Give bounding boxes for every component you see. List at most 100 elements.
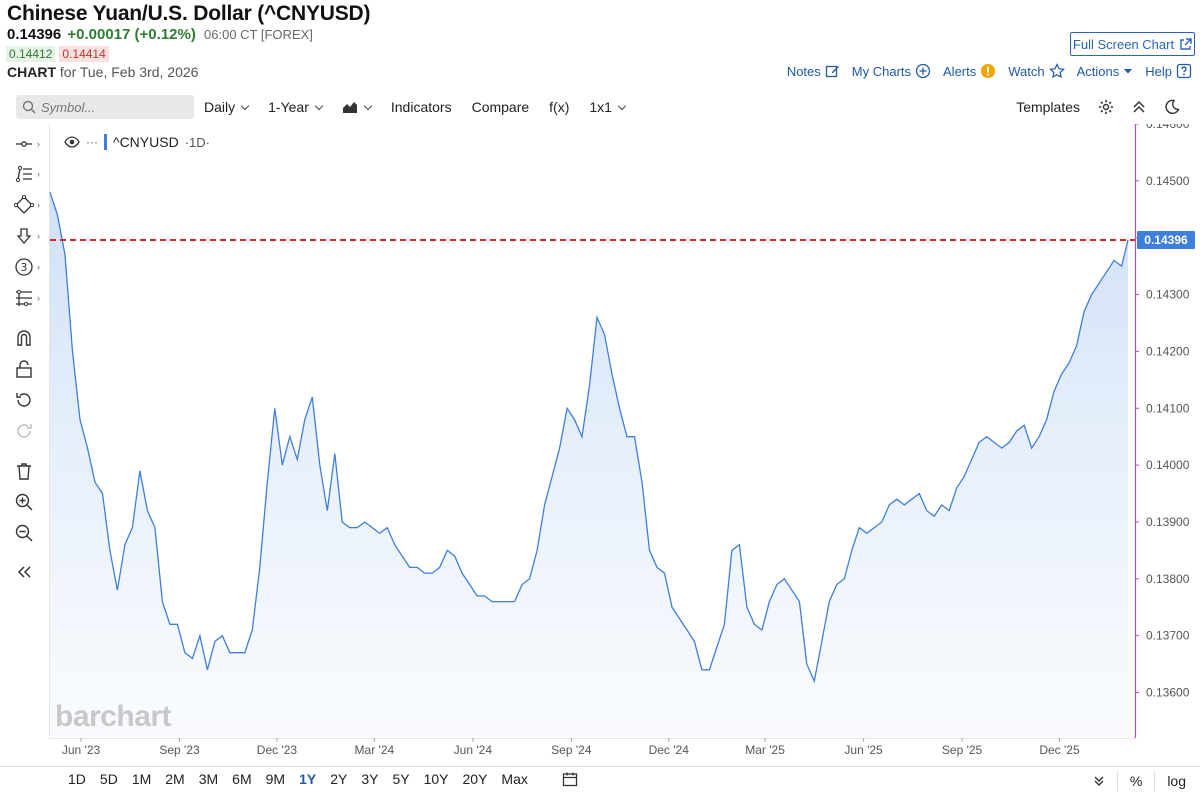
- range-button-10y[interactable]: 10Y: [423, 771, 449, 787]
- x-tick-label: Dec '23: [257, 743, 298, 757]
- range-button-9m[interactable]: 9M: [265, 771, 286, 787]
- gear-icon[interactable]: [1098, 99, 1114, 115]
- undo-button[interactable]: [14, 388, 42, 412]
- y-tick-label: 0.13900: [1146, 515, 1190, 529]
- collapse-up-icon[interactable]: [1132, 100, 1146, 114]
- chart-label: CHART: [7, 64, 56, 80]
- x-tick-label: Sep '25: [942, 743, 983, 757]
- last-price-label-box: [1137, 230, 1195, 249]
- zoom-in-icon: [15, 493, 33, 511]
- price-change: +0.00017 (+0.12%): [67, 26, 196, 43]
- magnet-icon: [17, 330, 31, 346]
- log-toggle[interactable]: log: [1167, 773, 1186, 789]
- fibonacci-icon: [16, 289, 32, 307]
- double-chevron-down-icon[interactable]: [1093, 775, 1105, 787]
- price-chart[interactable]: 0.146000.145000.144000.143000.142000.141…: [0, 124, 1200, 766]
- symbol-input[interactable]: [41, 99, 181, 115]
- help-link[interactable]: Help: [1145, 63, 1192, 79]
- elliott-wave-tool[interactable]: 3 ›: [14, 255, 42, 279]
- lock-tool[interactable]: [14, 357, 42, 381]
- star-icon: [1048, 63, 1065, 79]
- x-tick-label: Sep '23: [159, 743, 200, 757]
- symbol-search[interactable]: [16, 95, 194, 119]
- full-screen-label: Full Screen Chart: [1072, 36, 1175, 52]
- quote-time: 06:00 CT [FOREX]: [204, 27, 313, 42]
- chevron-down-icon: [240, 101, 250, 110]
- templates-button[interactable]: Templates: [1016, 99, 1080, 115]
- full-screen-chart-button[interactable]: Full Screen Chart: [1070, 32, 1195, 56]
- calendar-icon[interactable]: [562, 771, 578, 787]
- range-button-3m[interactable]: 3M: [198, 771, 219, 787]
- barchart-watermark: barchart: [55, 700, 172, 733]
- range-button-1d[interactable]: 1D: [68, 771, 86, 787]
- search-icon: [22, 100, 36, 114]
- compare-button[interactable]: Compare: [472, 99, 530, 115]
- x-tick-label: Mar '25: [745, 743, 785, 757]
- range-button-max[interactable]: Max: [501, 771, 528, 787]
- y-tick-label: 0.14200: [1146, 344, 1190, 358]
- series-color-swatch: [104, 134, 107, 150]
- range-button-20y[interactable]: 20Y: [462, 771, 488, 787]
- y-tick-label: 0.14300: [1146, 288, 1190, 302]
- redo-icon: [17, 424, 32, 438]
- delete-button[interactable]: [14, 459, 42, 483]
- edit-icon: [825, 65, 839, 77]
- y-tick-label: 0.14100: [1146, 401, 1190, 415]
- trendline-tool[interactable]: ›: [14, 162, 42, 186]
- range-button-1y[interactable]: 1Y: [299, 771, 317, 787]
- x-tick-label: Sep '24: [551, 743, 592, 757]
- x-axis[interactable]: Jun '23 Sep '23 Dec '23 Mar '24 Jun '24 Sep '…: [62, 738, 1080, 757]
- x-tick-label: Dec '25: [1039, 743, 1080, 757]
- ask-price: 0.14414: [59, 46, 109, 62]
- actions-menu[interactable]: Actions: [1077, 64, 1134, 79]
- y-tick-label: 0.14500: [1146, 174, 1190, 188]
- indicators-button[interactable]: Indicators: [391, 99, 452, 115]
- range-button-3y[interactable]: 3Y: [361, 771, 379, 787]
- layout-dropdown[interactable]: 1x1: [589, 99, 627, 115]
- shape-tool[interactable]: ›: [14, 193, 42, 217]
- magnet-tool[interactable]: [14, 326, 42, 350]
- price-line: [49, 191, 1129, 684]
- x-tick-label: Jun '23: [62, 743, 101, 757]
- range-button-6m[interactable]: 6M: [232, 771, 252, 787]
- range-button-1m[interactable]: 1M: [131, 771, 152, 787]
- range-button-2y[interactable]: 2Y: [330, 771, 348, 787]
- zoom-in-button[interactable]: [14, 490, 42, 514]
- fibonacci-tool[interactable]: ›: [14, 286, 42, 310]
- indicators-label: Indicators: [390, 99, 452, 115]
- chart-type-dropdown[interactable]: [342, 99, 373, 115]
- y-tick-label: 0.13600: [1146, 686, 1190, 700]
- zoom-out-button[interactable]: [14, 521, 42, 545]
- chart-date: for Tue, Feb 3rd, 2026: [59, 64, 199, 80]
- y-tick-label: 0.14600: [1146, 124, 1190, 131]
- arrow-down-icon: [16, 228, 32, 244]
- bid-ask: 0.14412 0.14414: [6, 46, 109, 62]
- actions-label: Actions: [1076, 63, 1120, 79]
- redo-button[interactable]: [14, 419, 42, 443]
- range-button-5d[interactable]: 5D: [99, 771, 118, 787]
- percent-toggle[interactable]: %: [1129, 773, 1143, 789]
- crosshair-line-icon: [16, 141, 32, 147]
- y-axis[interactable]: 0.146000.145000.144000.143000.142000.141…: [1135, 124, 1190, 700]
- alerts-link[interactable]: Alerts: [943, 63, 996, 79]
- collapse-sidebar-button[interactable]: [14, 560, 42, 584]
- interval-label: Daily: [204, 99, 236, 115]
- period-dropdown[interactable]: 1-Year: [268, 99, 324, 115]
- range-button-5y[interactable]: 5Y: [392, 771, 410, 787]
- watch-link[interactable]: Watch: [1008, 63, 1065, 79]
- my-charts-link[interactable]: My Charts: [852, 63, 931, 79]
- alerts-label: Alerts: [943, 63, 977, 79]
- notes-link[interactable]: Notes: [787, 64, 840, 79]
- crosshair-tool[interactable]: ›: [14, 132, 42, 156]
- watch-label: Watch: [1008, 63, 1045, 79]
- legend-menu[interactable]: ···: [86, 135, 98, 149]
- eye-icon[interactable]: [64, 136, 80, 148]
- range-button-2m[interactable]: 2M: [165, 771, 185, 787]
- dark-mode-icon[interactable]: [1164, 99, 1180, 115]
- fx-button[interactable]: f(x): [549, 99, 569, 115]
- chart-legend: ··· ^CNYUSD ·1D·: [64, 134, 210, 150]
- arrow-tool[interactable]: ›: [14, 224, 42, 248]
- last-price: 0.14396: [7, 26, 62, 43]
- trash-icon: [17, 463, 31, 480]
- interval-dropdown[interactable]: Daily: [204, 99, 250, 115]
